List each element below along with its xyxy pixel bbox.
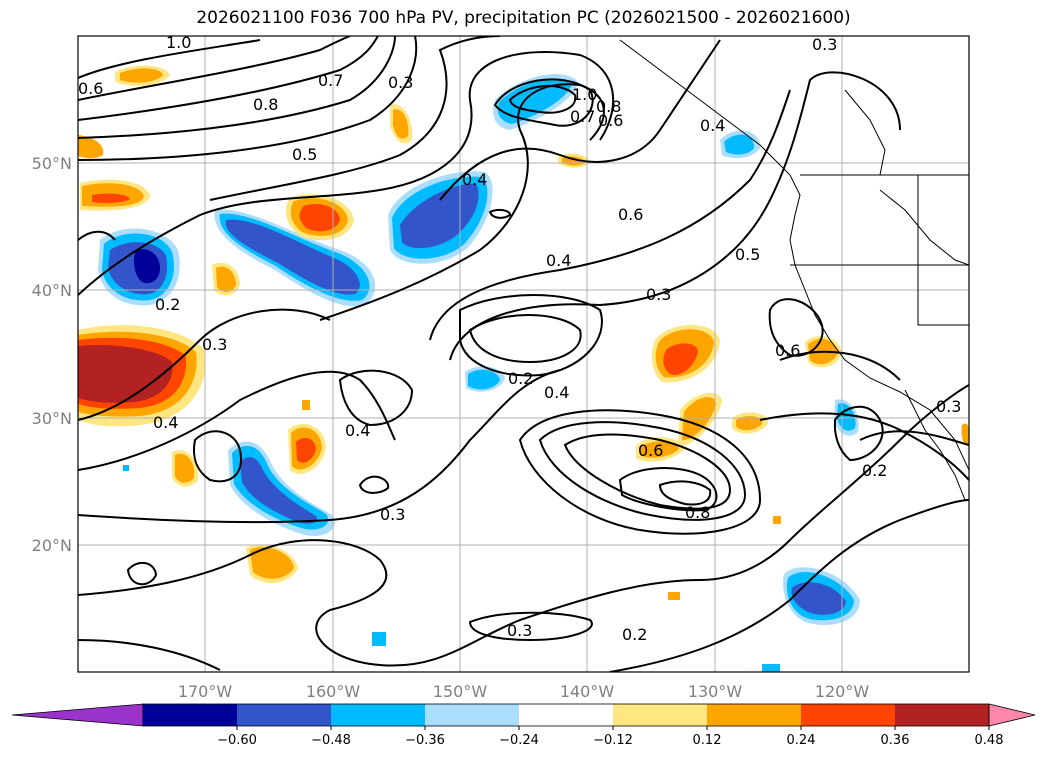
contour-label: 0.3 bbox=[812, 35, 837, 54]
colorbar-extension-low bbox=[11, 703, 144, 727]
lat-label: 50°N bbox=[32, 154, 72, 173]
contour-label: 0.3 bbox=[380, 505, 405, 524]
colorbar-tick-label: 0.36 bbox=[881, 733, 910, 748]
colorbar-segment bbox=[613, 704, 707, 726]
colorbar-segment bbox=[143, 704, 237, 726]
colorbar-segment bbox=[237, 704, 331, 726]
contour-label: 0.6 bbox=[638, 441, 663, 460]
lon-label: 150°W bbox=[433, 682, 488, 701]
contour-label: 0.3 bbox=[202, 335, 227, 354]
contour-label: 0.8 bbox=[253, 95, 278, 114]
colorbar-segment bbox=[707, 704, 801, 726]
colorbar-tick-label: 0.48 bbox=[975, 733, 1004, 748]
colorbar: −0.60 −0.48 −0.36 −0.24 −0.12 0.12 0.24 0.36 0.4… bbox=[11, 703, 1036, 748]
contour-labels: 1.0 0.6 0.8 0.7 0.3 0.5 0.4 0.8 1.0 0.7 … bbox=[78, 33, 961, 644]
lon-label: 120°W bbox=[815, 682, 870, 701]
contour-label: 0.3 bbox=[388, 73, 413, 92]
colorbar-tick-label: 0.12 bbox=[693, 733, 722, 748]
contour-label: 0.8 bbox=[685, 503, 710, 522]
colorbar-tick-label: −0.36 bbox=[405, 733, 445, 748]
contour-label: 0.4 bbox=[462, 170, 487, 189]
colorbar-extension-high bbox=[988, 703, 1036, 727]
lon-label: 170°W bbox=[178, 682, 233, 701]
contour-label: 0.7 bbox=[570, 107, 595, 126]
longitude-labels: 170°W 160°W 150°W 140°W 130°W 120°W bbox=[178, 682, 870, 701]
contour-label: 0.2 bbox=[862, 461, 887, 480]
pv-contours bbox=[78, 36, 969, 672]
colorbar-tick-label: −0.24 bbox=[499, 733, 539, 748]
lon-label: 130°W bbox=[688, 682, 743, 701]
colorbar-tick-label: −0.60 bbox=[217, 733, 257, 748]
contour-label: 0.6 bbox=[78, 79, 103, 98]
colorbar-segment bbox=[895, 704, 989, 726]
contour-label: 0.3 bbox=[936, 397, 961, 416]
colorbar-tick-label: −0.48 bbox=[311, 733, 351, 748]
contour-label: 0.8 bbox=[596, 97, 621, 116]
contour-label: 0.3 bbox=[646, 285, 671, 304]
colorbar-tick-label: −0.12 bbox=[593, 733, 633, 748]
map-frame bbox=[77, 35, 970, 673]
colorbar-segment bbox=[331, 704, 425, 726]
lat-label: 20°N bbox=[32, 536, 72, 555]
precipitation-shading bbox=[78, 65, 969, 672]
contour-label: 1.0 bbox=[572, 85, 597, 104]
colorbar-frame bbox=[142, 703, 990, 727]
lon-label: 140°W bbox=[560, 682, 615, 701]
lat-label: 30°N bbox=[32, 409, 72, 428]
contour-label: 0.3 bbox=[507, 621, 532, 640]
contour-label: 0.2 bbox=[508, 369, 533, 388]
contour-label: 0.4 bbox=[700, 116, 725, 135]
contour-label: 0.6 bbox=[618, 205, 643, 224]
colorbar-segment bbox=[425, 704, 519, 726]
contour-label: 0.2 bbox=[155, 295, 180, 314]
contour-label: 1.0 bbox=[166, 33, 191, 52]
map-panel: 1.0 0.6 0.8 0.7 0.3 0.5 0.4 0.8 1.0 0.7 … bbox=[78, 33, 969, 672]
contour-label: 0.6 bbox=[775, 341, 800, 360]
contour-label: 0.2 bbox=[622, 625, 647, 644]
contour-label: 0.5 bbox=[735, 245, 760, 264]
contour-label: 0.4 bbox=[345, 421, 370, 440]
contour-label: 0.6 bbox=[598, 111, 623, 130]
lat-label: 40°N bbox=[32, 281, 72, 300]
colorbar-segment bbox=[519, 704, 613, 726]
coastline bbox=[619, 39, 969, 501]
contour-label: 0.7 bbox=[318, 71, 343, 90]
contour-label: 0.4 bbox=[544, 383, 569, 402]
latitude-labels: 50°N 40°N 30°N 20°N bbox=[32, 154, 72, 555]
contour-label: 0.5 bbox=[292, 145, 317, 164]
colorbar-segment bbox=[801, 704, 895, 726]
contour-label: 0.4 bbox=[546, 251, 571, 270]
lon-label: 160°W bbox=[306, 682, 361, 701]
map-title: 2026021100 F036 700 hPa PV, precipitatio… bbox=[196, 8, 851, 28]
colorbar-tick-label: 0.24 bbox=[787, 733, 816, 748]
contour-label: 0.4 bbox=[153, 413, 178, 432]
